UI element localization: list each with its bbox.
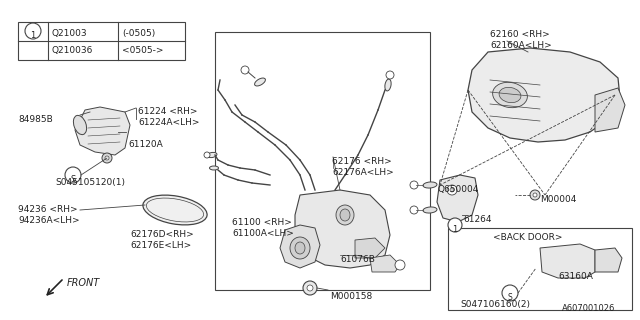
- Polygon shape: [437, 175, 478, 222]
- Ellipse shape: [255, 78, 266, 86]
- Circle shape: [533, 193, 537, 197]
- Ellipse shape: [499, 87, 521, 103]
- Text: 84985B: 84985B: [18, 115, 52, 124]
- Circle shape: [502, 285, 518, 301]
- Circle shape: [410, 206, 418, 214]
- Circle shape: [102, 153, 112, 163]
- Text: S047106160(2): S047106160(2): [460, 300, 530, 309]
- Text: 61120A: 61120A: [128, 140, 163, 149]
- Text: Q650004: Q650004: [438, 185, 479, 194]
- Ellipse shape: [207, 152, 217, 158]
- Polygon shape: [370, 255, 400, 272]
- Text: 62176 <RH>: 62176 <RH>: [332, 157, 392, 166]
- Text: 62160 <RH>: 62160 <RH>: [490, 30, 550, 39]
- Polygon shape: [355, 238, 385, 258]
- Text: S: S: [70, 174, 76, 183]
- Text: 61224 <RH>: 61224 <RH>: [138, 107, 198, 116]
- Polygon shape: [75, 107, 130, 155]
- Polygon shape: [595, 88, 625, 132]
- Circle shape: [303, 281, 317, 295]
- Bar: [215, 32, 430, 290]
- Text: Q210036: Q210036: [52, 46, 93, 55]
- Circle shape: [204, 152, 210, 158]
- Circle shape: [395, 260, 405, 270]
- Text: 1: 1: [452, 225, 458, 234]
- Circle shape: [448, 218, 462, 232]
- Polygon shape: [295, 190, 390, 268]
- Circle shape: [530, 190, 540, 200]
- Text: 61224A<LH>: 61224A<LH>: [138, 118, 200, 127]
- Ellipse shape: [209, 166, 218, 170]
- Polygon shape: [540, 244, 595, 278]
- Polygon shape: [468, 48, 620, 142]
- Polygon shape: [280, 225, 320, 268]
- Ellipse shape: [340, 209, 350, 221]
- Circle shape: [450, 188, 454, 192]
- Text: <0505->: <0505->: [122, 46, 163, 55]
- Text: 62160A<LH>: 62160A<LH>: [490, 41, 552, 50]
- Ellipse shape: [423, 207, 437, 213]
- Circle shape: [65, 167, 81, 183]
- Text: 61100 <RH>: 61100 <RH>: [232, 218, 292, 227]
- Text: 61076B: 61076B: [340, 255, 375, 264]
- Text: S: S: [508, 292, 513, 301]
- Ellipse shape: [423, 182, 437, 188]
- Polygon shape: [595, 248, 622, 272]
- Text: M000158: M000158: [330, 292, 372, 301]
- Circle shape: [447, 185, 457, 195]
- Text: 62176E<LH>: 62176E<LH>: [130, 241, 191, 250]
- Text: 94236 <RH>: 94236 <RH>: [18, 205, 77, 214]
- Text: M00004: M00004: [540, 195, 577, 204]
- Ellipse shape: [493, 82, 527, 108]
- Text: 61100A<LH>: 61100A<LH>: [232, 229, 294, 238]
- Circle shape: [307, 285, 313, 291]
- Text: (-0505): (-0505): [122, 29, 156, 38]
- Ellipse shape: [295, 242, 305, 254]
- Text: 62176A<LH>: 62176A<LH>: [332, 168, 394, 177]
- Text: FRONT: FRONT: [67, 278, 100, 288]
- Circle shape: [386, 71, 394, 79]
- Ellipse shape: [143, 195, 207, 225]
- Text: 1: 1: [30, 31, 36, 41]
- Ellipse shape: [290, 237, 310, 259]
- Ellipse shape: [336, 205, 354, 225]
- Ellipse shape: [74, 116, 86, 135]
- Circle shape: [241, 66, 249, 74]
- Text: Q21003: Q21003: [52, 29, 88, 38]
- Text: 62176D<RH>: 62176D<RH>: [130, 230, 194, 239]
- Bar: [18, 22, 185, 60]
- Text: <BACK DOOR>: <BACK DOOR>: [493, 233, 563, 242]
- Circle shape: [410, 181, 418, 189]
- Circle shape: [105, 156, 109, 160]
- Bar: [448, 228, 632, 310]
- Ellipse shape: [385, 79, 391, 91]
- Text: A607001026: A607001026: [562, 304, 615, 313]
- Circle shape: [25, 23, 41, 39]
- Text: 63160A: 63160A: [558, 272, 593, 281]
- Text: S045105120(1): S045105120(1): [55, 178, 125, 187]
- Text: 94236A<LH>: 94236A<LH>: [18, 216, 79, 225]
- Text: 61264: 61264: [463, 215, 492, 224]
